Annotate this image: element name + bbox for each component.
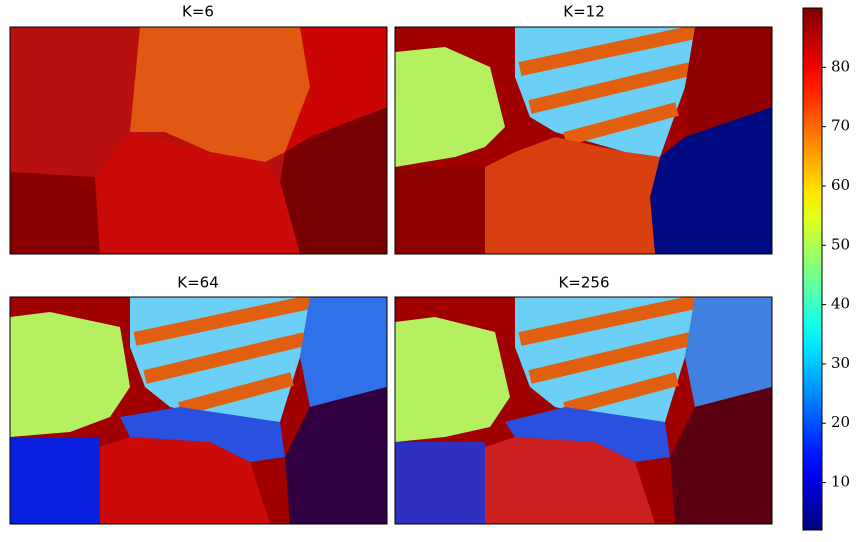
colorbar	[803, 8, 822, 530]
panel-frame	[9, 26, 388, 255]
panel-frame	[394, 296, 773, 525]
segmentation-map	[395, 297, 772, 524]
panel-title: K=6	[182, 3, 214, 21]
segmentation-map	[10, 27, 387, 254]
colorbar-tick-label: 50	[831, 235, 850, 253]
colorbar-tick-label: 30	[831, 354, 850, 372]
panel-title: K=256	[558, 274, 609, 292]
colorbar-tick-label: 80	[831, 57, 850, 75]
colorbar-tick-label: 10	[831, 473, 850, 491]
colorbar-frame	[802, 7, 823, 531]
panel-frame	[394, 26, 773, 255]
panel-frame	[9, 296, 388, 525]
panel-title: K=12	[563, 3, 605, 21]
segmentation-map	[10, 297, 387, 524]
colorbar-tick-label: 60	[831, 176, 850, 194]
colorbar-tick-label: 40	[831, 295, 850, 313]
colorbar-tick-label: 70	[831, 117, 850, 135]
panel-title: K=64	[177, 274, 219, 292]
colorbar-tick-label: 20	[831, 413, 850, 431]
segmentation-map	[395, 27, 772, 254]
